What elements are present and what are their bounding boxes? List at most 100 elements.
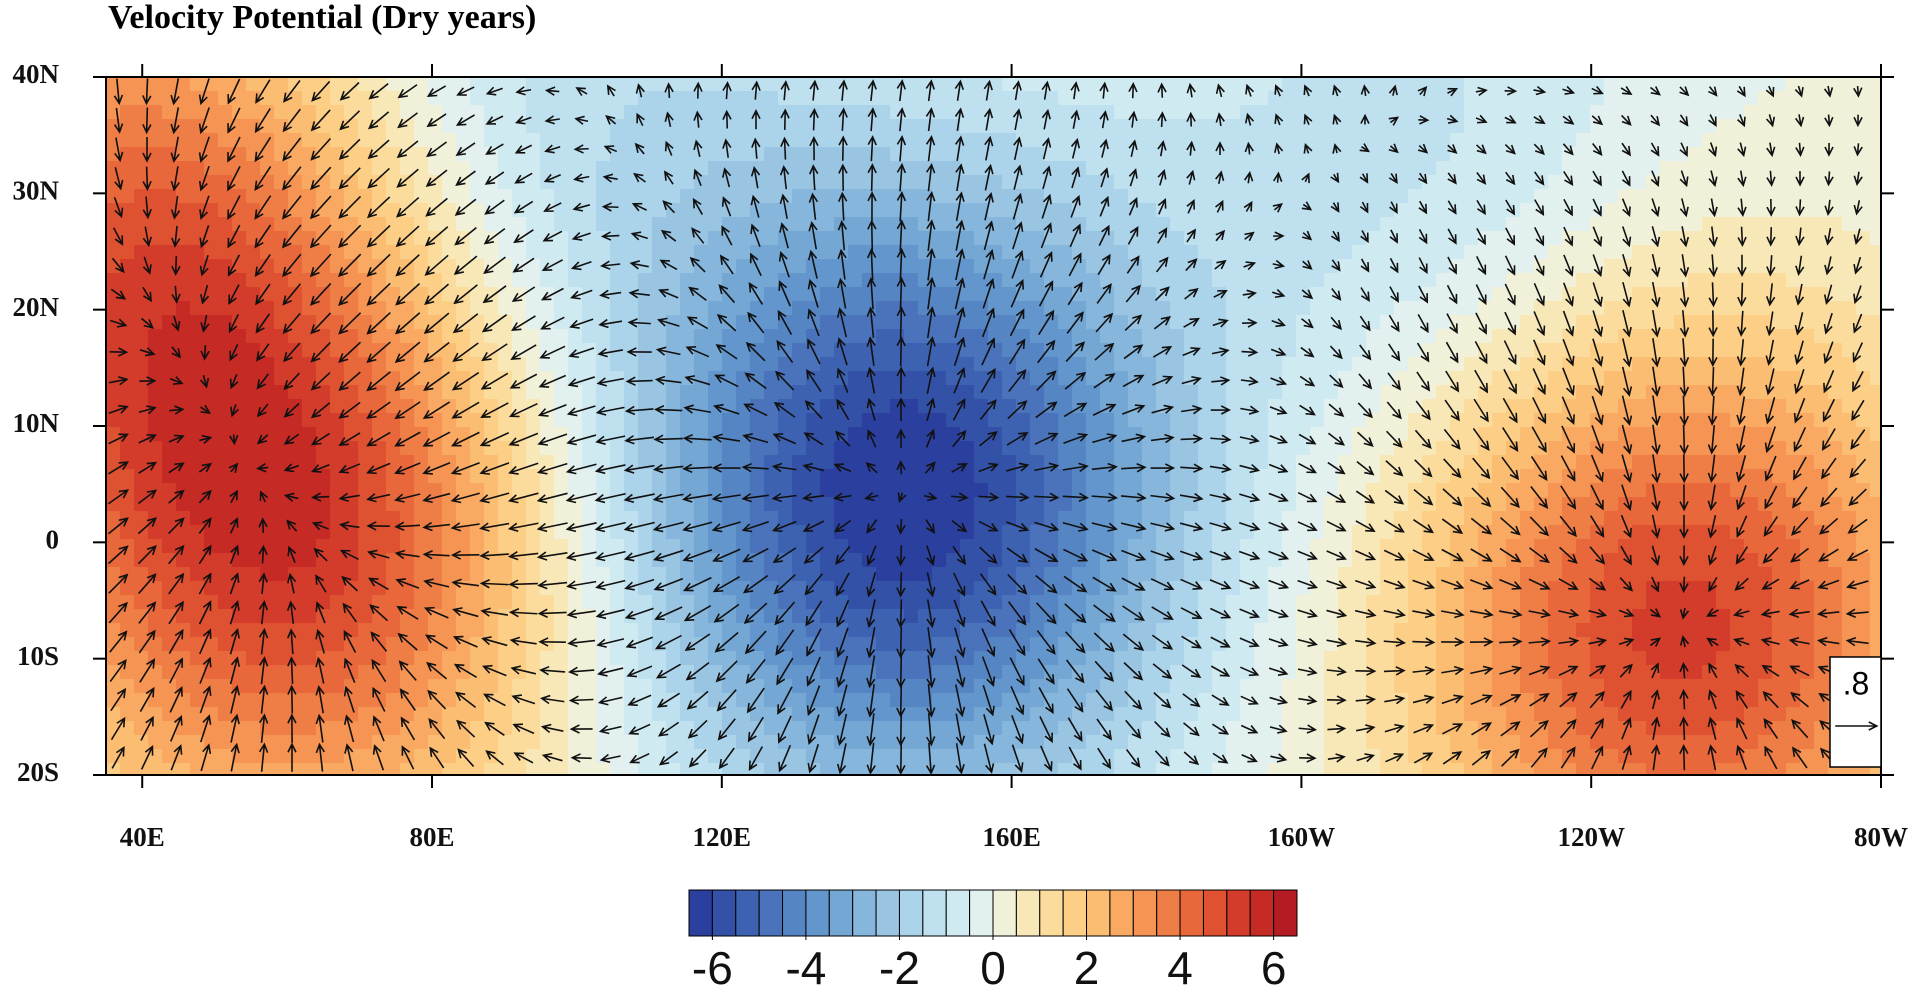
field-cell xyxy=(1842,133,1857,148)
field-cell xyxy=(1184,133,1199,148)
field-cell xyxy=(162,133,177,148)
field-cell xyxy=(736,413,751,428)
field-cell xyxy=(708,413,723,428)
field-cell xyxy=(876,259,891,274)
field-cell xyxy=(526,133,541,148)
field-cell xyxy=(1800,455,1815,470)
field-cell xyxy=(414,91,429,106)
field-cell xyxy=(610,413,625,428)
field-cell xyxy=(1870,259,1882,274)
field-cell xyxy=(358,609,373,624)
field-cell xyxy=(106,385,121,400)
field-cell xyxy=(1660,553,1675,568)
field-cell xyxy=(1296,273,1311,288)
field-cell xyxy=(1352,497,1367,512)
field-cell xyxy=(1058,231,1073,246)
field-cell xyxy=(722,497,737,512)
field-cell xyxy=(1268,105,1283,120)
field-cell xyxy=(820,147,835,162)
field-cell xyxy=(344,133,359,148)
field-cell xyxy=(1688,553,1703,568)
field-cell xyxy=(1464,259,1479,274)
field-cell xyxy=(932,343,947,358)
field-cell xyxy=(1534,161,1549,176)
field-cell xyxy=(1184,77,1199,92)
field-cell xyxy=(1380,553,1395,568)
field-cell xyxy=(680,259,695,274)
field-cell xyxy=(1324,343,1339,358)
field-cell xyxy=(344,469,359,484)
field-cell xyxy=(638,133,653,148)
field-cell xyxy=(1002,385,1017,400)
field-cell xyxy=(148,413,163,428)
field-cell xyxy=(1492,455,1507,470)
field-cell xyxy=(876,315,891,330)
field-cell xyxy=(960,567,975,582)
field-cell xyxy=(806,175,821,190)
field-cell xyxy=(610,203,625,218)
field-cell xyxy=(876,609,891,624)
field-cell xyxy=(1730,539,1745,554)
field-cell xyxy=(1254,273,1269,288)
field-cell xyxy=(1674,595,1689,610)
field-cell xyxy=(260,469,275,484)
field-cell xyxy=(1590,595,1605,610)
field-cell xyxy=(1310,315,1325,330)
field-cell xyxy=(498,315,513,330)
field-cell xyxy=(414,175,429,190)
field-cell xyxy=(1492,497,1507,512)
field-cell xyxy=(1212,77,1227,92)
field-cell xyxy=(1800,357,1815,372)
field-cell xyxy=(1590,217,1605,232)
field-cell xyxy=(1646,147,1661,162)
field-cell xyxy=(526,595,541,610)
field-cell xyxy=(1464,287,1479,302)
field-cell xyxy=(568,161,583,176)
field-cell xyxy=(1240,357,1255,372)
field-cell xyxy=(876,245,891,260)
field-cell xyxy=(1618,539,1633,554)
field-cell xyxy=(1576,175,1591,190)
field-cell xyxy=(1744,413,1759,428)
field-cell xyxy=(400,357,415,372)
field-cell xyxy=(1842,539,1857,554)
field-cell xyxy=(484,273,499,288)
field-cell xyxy=(120,581,135,596)
field-cell xyxy=(442,595,457,610)
field-cell xyxy=(400,105,415,120)
field-cell xyxy=(848,301,863,316)
field-cell xyxy=(1016,399,1031,414)
field-cell xyxy=(624,623,639,638)
field-cell xyxy=(302,581,317,596)
field-cell xyxy=(1492,413,1507,428)
field-cell xyxy=(1604,231,1619,246)
field-cell xyxy=(1030,497,1045,512)
field-cell xyxy=(568,203,583,218)
field-cell xyxy=(1254,511,1269,526)
field-cell xyxy=(974,287,989,302)
field-cell xyxy=(708,217,723,232)
field-cell xyxy=(1002,287,1017,302)
field-cell xyxy=(1170,245,1185,260)
field-cell xyxy=(134,245,149,260)
field-cell xyxy=(1856,483,1871,498)
field-cell xyxy=(1352,301,1367,316)
field-cell xyxy=(1730,245,1745,260)
field-cell xyxy=(1604,525,1619,540)
field-cell xyxy=(1744,245,1759,260)
field-cell xyxy=(316,147,331,162)
field-cell xyxy=(694,119,709,134)
field-cell xyxy=(1282,105,1297,120)
field-cell xyxy=(1646,273,1661,288)
field-cell xyxy=(1212,539,1227,554)
field-cell xyxy=(1450,273,1465,288)
field-cell xyxy=(582,147,597,162)
field-cell xyxy=(134,441,149,456)
field-cell xyxy=(1660,147,1675,162)
field-cell xyxy=(1100,189,1115,204)
field-cell xyxy=(1226,343,1241,358)
field-cell xyxy=(1044,315,1059,330)
field-cell xyxy=(344,329,359,344)
field-cell xyxy=(1170,315,1185,330)
field-cell xyxy=(1744,77,1759,92)
